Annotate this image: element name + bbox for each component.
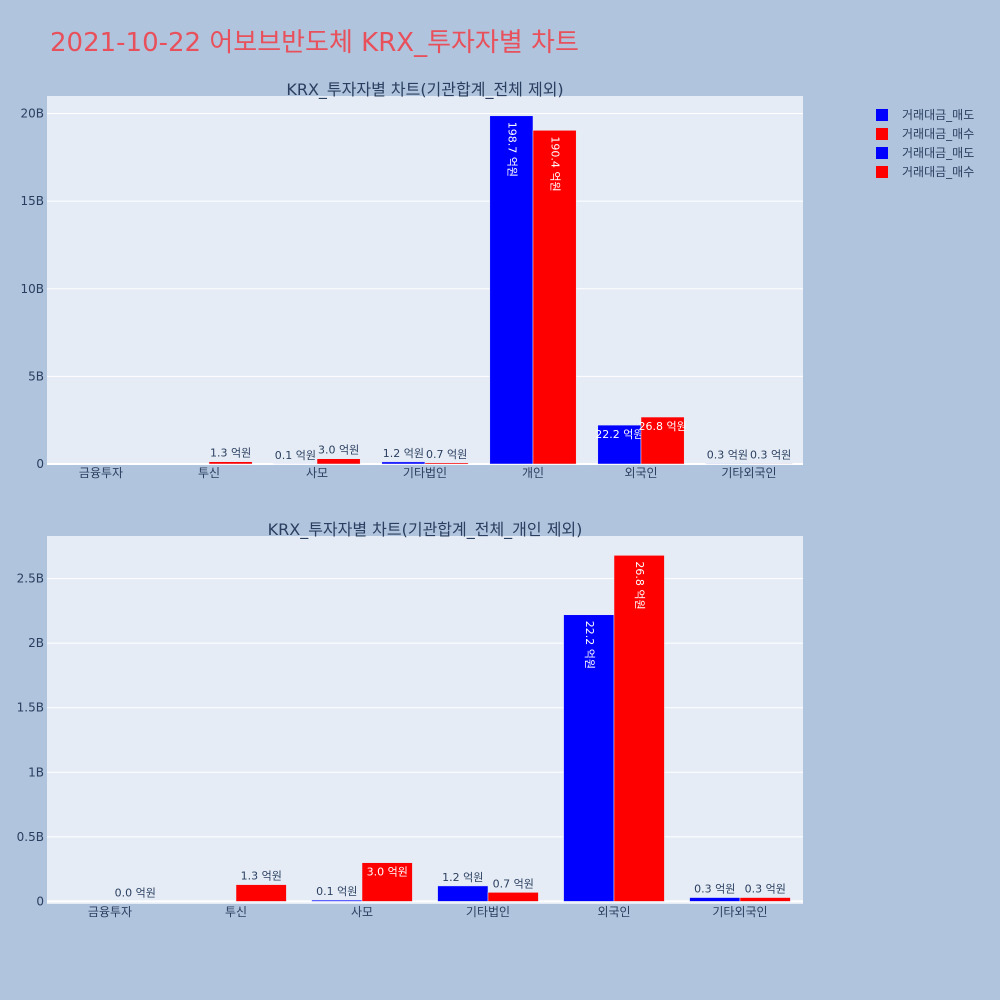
y-tick-label: 0.5B <box>17 830 44 844</box>
data-label: 0.1 억원 <box>275 449 316 462</box>
y-tick-label: 2.5B <box>17 572 44 586</box>
x-tick-label: 기타외국인 <box>721 466 776 480</box>
x-tick-label: 기타법인 <box>466 905 510 919</box>
legend-swatch <box>876 128 888 140</box>
bar <box>705 463 750 465</box>
data-label: 0.7 억원 <box>493 877 534 890</box>
y-tick-label: 1B <box>28 765 44 779</box>
page-title: 2021-10-22 어보브반도체 KRX_투자자별 차트 <box>50 28 579 58</box>
x-tick-label: 기타외국인 <box>712 905 767 919</box>
x-tick-label: 기타법인 <box>403 466 447 480</box>
data-label: 1.2 억원 <box>383 447 424 460</box>
x-tick-label: 외국인 <box>624 466 657 480</box>
data-label: 22.2 억원 <box>595 428 643 441</box>
bar <box>689 897 741 902</box>
chart-top: 0 5B 10B 15B 20B KRX_투자자별 차트(기관합계_전체 제외) 금융투자 투… <box>20 80 803 480</box>
data-label: 3.0 억원 <box>318 444 359 457</box>
data-label: 1.3 억원 <box>210 447 251 460</box>
bar <box>381 461 426 465</box>
bar <box>640 416 685 465</box>
bar <box>563 614 615 902</box>
data-label: 1.2 억원 <box>442 871 483 884</box>
x-tick-label: 사모 <box>306 466 328 480</box>
x-tick-label: 사모 <box>351 905 373 919</box>
bar <box>311 899 363 902</box>
plot-area <box>47 536 803 904</box>
data-label: 0.1 억원 <box>316 885 357 898</box>
legend-label: 거래대금_매수 <box>902 127 974 141</box>
data-label: 0.3 억원 <box>750 448 791 461</box>
bar <box>437 885 489 902</box>
legend-swatch <box>876 166 888 178</box>
data-label: 198.7 억원 <box>505 122 518 177</box>
data-label: 3.0 억원 <box>367 866 408 879</box>
chart-bottom: 0 0.5B 1B 1.5B 2B 2.5B KRX_투자자별 차트(기관합계_전체_개인 … <box>17 520 803 919</box>
x-tick-label: 외국인 <box>597 905 630 919</box>
y-tick-label: 2B <box>28 636 44 650</box>
y-tick-label: 0 <box>36 457 44 471</box>
x-tick-label: 금융투자 <box>88 905 132 919</box>
data-label: 0.3 억원 <box>694 883 735 896</box>
data-label: 1.3 억원 <box>241 870 282 883</box>
bar <box>316 458 361 465</box>
legend-label: 거래대금_매도 <box>902 146 974 160</box>
bar <box>235 884 287 902</box>
data-label: 0.0 억원 <box>115 886 156 899</box>
bar <box>208 461 253 465</box>
x-tick-label: 금융투자 <box>79 466 123 480</box>
bar <box>532 130 577 465</box>
y-tick-label: 5B <box>28 369 44 383</box>
y-tick-label: 15B <box>20 194 44 208</box>
chart-title: KRX_투자자별 차트(기관합계_전체 제외) <box>286 80 563 100</box>
data-label: 0.3 억원 <box>707 448 748 461</box>
chart-title: KRX_투자자별 차트(기관합계_전체_개인 제외) <box>268 520 583 540</box>
bar <box>424 462 469 465</box>
plot-area <box>47 96 803 464</box>
data-label: 26.8 억원 <box>638 420 686 433</box>
y-tick-label: 0 <box>36 894 44 908</box>
data-label: 190.4 억원 <box>549 136 562 191</box>
legend-label: 거래대금_매도 <box>902 108 974 122</box>
data-label: 0.7 억원 <box>426 448 467 461</box>
bar <box>739 897 791 902</box>
x-tick-label: 개인 <box>522 466 544 480</box>
y-tick-label: 1.5B <box>17 701 44 715</box>
y-tick-label: 10B <box>20 282 44 296</box>
bar <box>613 555 665 902</box>
x-tick-label: 투신 <box>198 466 220 480</box>
data-label: 22.2 억원 <box>583 621 596 669</box>
legend-swatch <box>876 147 888 159</box>
legend-swatch <box>876 109 888 121</box>
x-tick-label: 투신 <box>225 905 247 919</box>
bar <box>361 862 413 902</box>
bar <box>748 463 793 465</box>
data-label: 0.3 억원 <box>745 883 786 896</box>
data-label: 26.8 억원 <box>633 561 646 609</box>
y-tick-label: 20B <box>20 107 44 121</box>
bar <box>487 892 539 902</box>
bar <box>489 115 534 465</box>
legend-label: 거래대금_매수 <box>902 165 974 179</box>
